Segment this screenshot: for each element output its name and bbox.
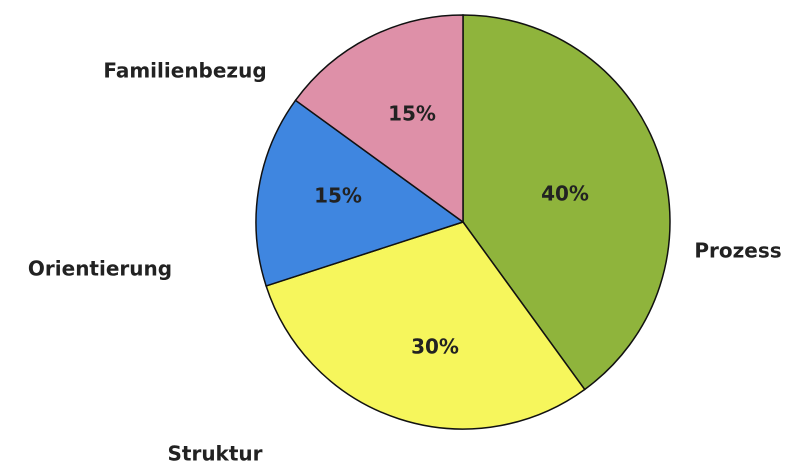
category-label: Struktur bbox=[167, 442, 262, 466]
slice-label: 15% bbox=[388, 102, 436, 126]
category-label: Familienbezug bbox=[103, 59, 266, 83]
category-label: Prozess bbox=[694, 239, 781, 263]
slice-label: 15% bbox=[314, 184, 362, 208]
slice-label: 30% bbox=[411, 335, 459, 359]
slice-label: 40% bbox=[541, 182, 589, 206]
pie-slice bbox=[265, 221, 586, 430]
pie-slice bbox=[462, 14, 671, 391]
category-label: Orientierung bbox=[28, 257, 172, 281]
pie-slice bbox=[294, 14, 464, 224]
pie-slice bbox=[255, 99, 465, 287]
